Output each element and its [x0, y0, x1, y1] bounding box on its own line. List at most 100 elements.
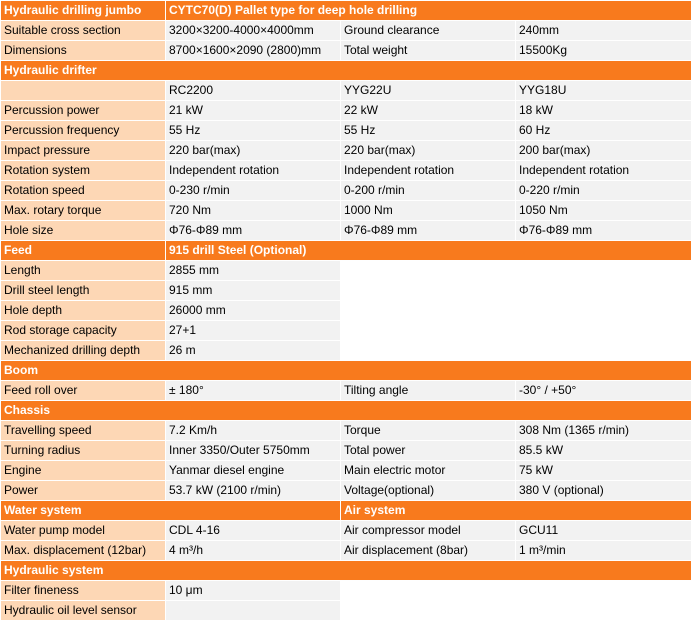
row-value: 21 kW: [165, 100, 341, 121]
table-row: Engine Yanmar diesel engine Main electri…: [0, 460, 691, 481]
row-label: Hydraulic oil level sensor: [0, 600, 166, 621]
row-value: 55 Hz: [165, 120, 341, 141]
row-label: Feed roll over: [0, 380, 166, 401]
row-label: Tilting angle: [340, 380, 516, 401]
row-label: Hole depth: [0, 300, 166, 321]
table-row: Water pump model CDL 4-16 Air compressor…: [0, 520, 691, 541]
row-label: Max. displacement (12bar): [0, 540, 166, 561]
row-value: 60 Hz: [515, 120, 691, 141]
row-label: Travelling speed: [0, 420, 166, 441]
section-title: Hydraulic drifter: [0, 60, 691, 81]
row-value: Φ76-Φ89 mm: [165, 220, 341, 241]
row-value: 26000 mm: [165, 300, 341, 321]
row-value: 380 V (optional): [515, 480, 691, 501]
table-row: Travelling speed 7.2 Km/h Torque 308 Nm …: [0, 420, 691, 441]
row-value: Independent rotation: [165, 160, 341, 181]
table-row: RC2200 YYG22U YYG18U: [0, 80, 691, 101]
table-row: Percussion frequency 55 Hz 55 Hz 60 Hz: [0, 120, 691, 141]
table-row: Filter fineness 10 μm: [0, 580, 691, 601]
section-header-jumbo: Hydraulic drilling jumbo CYTC70(D) Palle…: [0, 0, 691, 21]
row-value: 720 Nm: [165, 200, 341, 221]
row-value: Independent rotation: [515, 160, 691, 181]
row-label: Main electric motor: [340, 460, 516, 481]
row-label: Rotation system: [0, 160, 166, 181]
row-label: Engine: [0, 460, 166, 481]
empty-cell: [340, 600, 691, 621]
row-value: 308 Nm (1365 r/min): [515, 420, 691, 441]
table-row: Hydraulic oil level sensor: [0, 600, 691, 621]
row-value: 1 m³/min: [515, 540, 691, 561]
section-title: Chassis: [0, 400, 691, 421]
row-value: ± 180°: [165, 380, 341, 401]
section-header-feed: Feed 915 drill Steel (Optional): [0, 240, 691, 261]
row-value: 1000 Nm: [340, 200, 516, 221]
section-title: Hydraulic drilling jumbo: [0, 0, 166, 21]
row-value: 0-220 r/min: [515, 180, 691, 201]
row-value: GCU11: [515, 520, 691, 541]
row-value: 4 m³/h: [165, 540, 341, 561]
table-row: Rotation speed 0-230 r/min 0-200 r/min 0…: [0, 180, 691, 201]
row-label: Drill steel length: [0, 280, 166, 301]
table-row: Max. displacement (12bar) 4 m³/h Air dis…: [0, 540, 691, 561]
empty-cell: [340, 580, 691, 601]
row-label: Total weight: [340, 40, 516, 61]
row-label: Percussion frequency: [0, 120, 166, 141]
row-label: Dimensions: [0, 40, 166, 61]
row-value: 240mm: [515, 20, 691, 41]
row-label: Rotation speed: [0, 180, 166, 201]
drifter-model: YYG18U: [515, 80, 691, 101]
row-value: Yanmar diesel engine: [165, 460, 341, 481]
row-value: 1050 Nm: [515, 200, 691, 221]
row-value: 8700×1600×2090 (2800)mm: [165, 40, 341, 61]
row-value: 18 kW: [515, 100, 691, 121]
row-value: -30° / +50°: [515, 380, 691, 401]
table-row: Rotation system Independent rotation Ind…: [0, 160, 691, 181]
row-value: Φ76-Φ89 mm: [340, 220, 516, 241]
row-label: Ground clearance: [340, 20, 516, 41]
empty-cell: [340, 320, 691, 341]
row-value: 75 kW: [515, 460, 691, 481]
row-label: Turning radius: [0, 440, 166, 461]
row-value: 27+1: [165, 320, 341, 341]
table-row: Max. rotary torque 720 Nm 1000 Nm 1050 N…: [0, 200, 691, 221]
row-label: Total power: [340, 440, 516, 461]
row-value: 220 bar(max): [165, 140, 341, 161]
table-row: Mechanized drilling depth 26 m: [0, 340, 691, 361]
row-value: 85.5 kW: [515, 440, 691, 461]
row-label: Impact pressure: [0, 140, 166, 161]
row-value: Inner 3350/Outer 5750mm: [165, 440, 341, 461]
drifter-model: RC2200: [165, 80, 341, 101]
table-row: Length 2855 mm: [0, 260, 691, 281]
table-row: Suitable cross section 3200×3200-4000×40…: [0, 20, 691, 41]
row-value: 15500Kg: [515, 40, 691, 61]
table-row: Dimensions 8700×1600×2090 (2800)mm Total…: [0, 40, 691, 61]
section-header-boom: Boom: [0, 360, 691, 381]
row-label: Power: [0, 480, 166, 501]
section-title: Feed: [0, 240, 166, 261]
row-value: 200 bar(max): [515, 140, 691, 161]
row-value: 0-200 r/min: [340, 180, 516, 201]
row-value: 22 kW: [340, 100, 516, 121]
section-title: Hydraulic system: [0, 560, 691, 581]
section-header-drifter: Hydraulic drifter: [0, 60, 691, 81]
table-row: Turning radius Inner 3350/Outer 5750mm T…: [0, 440, 691, 461]
section-title: Water system: [0, 500, 341, 521]
empty-cell: [340, 260, 691, 281]
section-title: Boom: [0, 360, 691, 381]
section-title: Air system: [340, 500, 691, 521]
row-label: Hole size: [0, 220, 166, 241]
drifter-model: YYG22U: [340, 80, 516, 101]
empty-cell: [340, 340, 691, 361]
row-label: [0, 80, 166, 101]
row-value: 55 Hz: [340, 120, 516, 141]
table-row: Feed roll over ± 180° Tilting angle -30°…: [0, 380, 691, 401]
row-label: Voltage(optional): [340, 480, 516, 501]
section-header-chassis: Chassis: [0, 400, 691, 421]
table-row: Power 53.7 kW (2100 r/min) Voltage(optio…: [0, 480, 691, 501]
row-value: 53.7 kW (2100 r/min): [165, 480, 341, 501]
row-value: Φ76-Φ89 mm: [515, 220, 691, 241]
row-label: Percussion power: [0, 100, 166, 121]
table-row: Percussion power 21 kW 22 kW 18 kW: [0, 100, 691, 121]
table-row: Impact pressure 220 bar(max) 220 bar(max…: [0, 140, 691, 161]
